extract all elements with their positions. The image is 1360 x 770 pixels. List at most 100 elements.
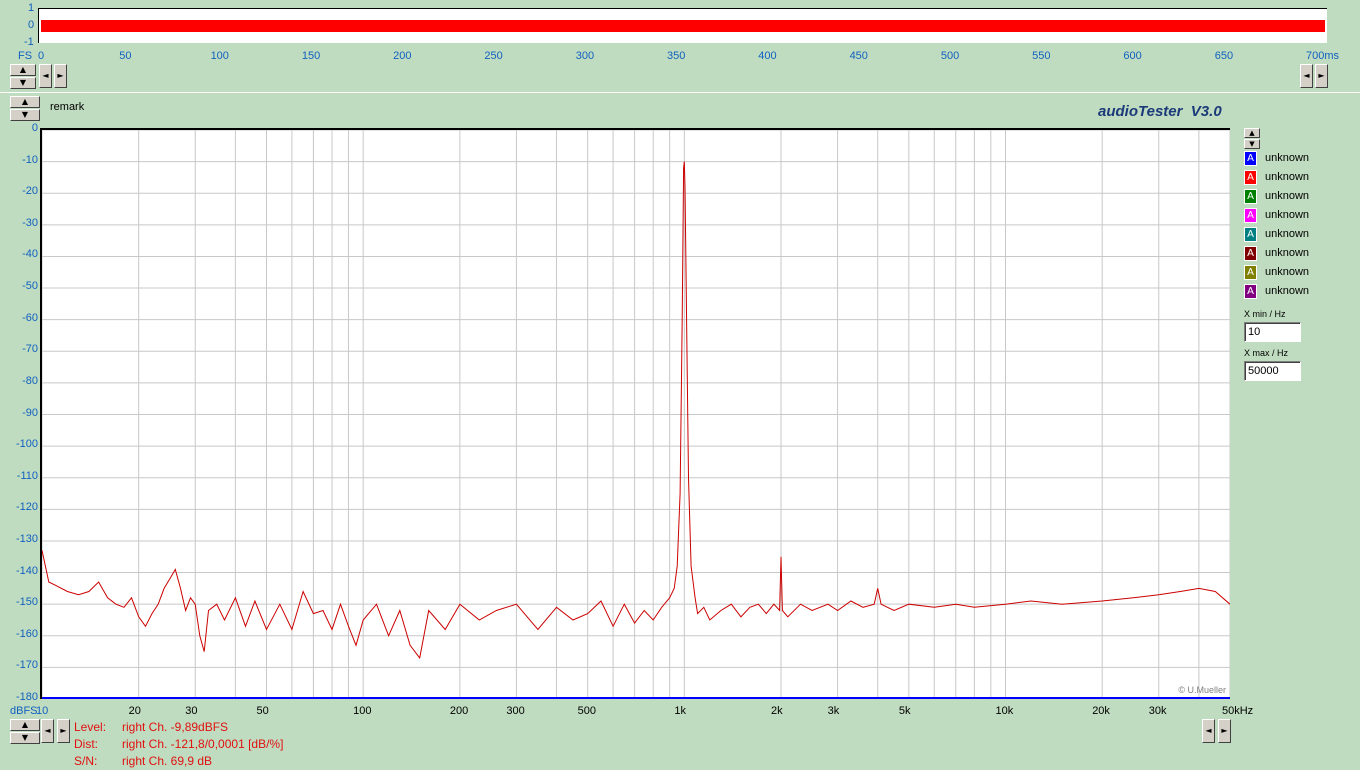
time-scale-down-button[interactable]: ▼ (10, 77, 36, 89)
sn-value: right Ch. 69,9 dB (122, 754, 213, 768)
app-title: audioTester V3.0 (1098, 103, 1222, 120)
xmax-label: X max / Hz (1244, 348, 1289, 358)
y-tick-label: -50 (22, 280, 38, 293)
time-x-tick-label: 0 (38, 50, 45, 62)
channel-color-icon[interactable]: A (1244, 208, 1257, 223)
time-scale-up-button[interactable]: ▲ (10, 64, 36, 76)
time-right-left-button[interactable]: ◄ (1300, 64, 1313, 88)
legend-item-label: unknown (1265, 190, 1310, 202)
channel-color-icon[interactable]: A (1244, 227, 1257, 242)
x-tick-label: 100 (353, 705, 372, 717)
dist-value: right Ch. -121,8/0,0001 [dB/%] (122, 737, 284, 751)
time-fs-label: FS (18, 50, 33, 62)
x-right-left-button[interactable]: ◄ (1202, 719, 1215, 743)
x-right-right-button[interactable]: ► (1218, 719, 1231, 743)
y-tick-label: -100 (15, 438, 38, 451)
time-x-tick-label: 200 (393, 50, 412, 62)
time-x-tick-label: 150 (301, 50, 321, 62)
time-scroll-left-button[interactable]: ◄ (39, 64, 52, 88)
x-tick-label: 10 (36, 705, 49, 717)
time-x-tick-label: 650 (1214, 50, 1234, 62)
level-value: right Ch. -9,89dBFS (122, 720, 229, 734)
time-scroll-right-button[interactable]: ► (54, 64, 67, 88)
watermark: © U.Mueller (1178, 685, 1226, 695)
channel-color-icon[interactable]: A (1244, 246, 1257, 261)
y-tick-label: -180 (15, 691, 38, 703)
chart-y-axis-name: dBFS (10, 705, 38, 717)
time-x-tick-label: 450 (849, 50, 868, 62)
chart-y-axis-labels: 0 -10 -20 -30 -40 -50 -60 -70 -80 -90 -100 -110 -120… (0, 0, 40, 770)
y-tick-label: -10 (22, 153, 38, 166)
legend-item-label: unknown (1265, 209, 1310, 221)
legend-item-label: unknown (1265, 152, 1310, 164)
time-x-tick-label: 500 (940, 50, 960, 62)
y-tick-label: -60 (22, 311, 38, 324)
x-tick-label: 50kHz (1222, 705, 1254, 717)
x-tick-label: 3k (827, 705, 840, 717)
time-x-axis: 0 50 100 150 200 250 300 350 400 450 500 550 600 650 7… (0, 50, 1360, 64)
waveform-signal (41, 20, 1325, 32)
x-tick-label: 500 (577, 705, 597, 717)
channel-color-icon[interactable]: A (1244, 284, 1257, 299)
y-tick-label: -140 (15, 564, 38, 577)
time-right-right-button[interactable]: ► (1315, 64, 1328, 88)
time-x-tick-label: 300 (575, 50, 595, 62)
x-tick-label: 5k (898, 705, 911, 717)
level-label: Level: (74, 720, 107, 734)
x-scroll-right-button[interactable]: ► (57, 719, 70, 743)
y-tick-label: -20 (22, 185, 38, 198)
y-tick-label: -170 (15, 659, 38, 672)
x-tick-label: 10k (995, 705, 1014, 717)
chart-x-axis-labels: 10 20 30 50 100 200 300 500 1k 2k 3k 5k 10k 20k 30k 50k… (0, 705, 1360, 719)
legend-up-button[interactable]: ▲ (1244, 128, 1260, 138)
time-y-label-1: 1 (28, 2, 35, 14)
legend-down-button[interactable]: ▼ (1244, 139, 1260, 149)
time-x-tick-label: 100 (210, 50, 229, 62)
sn-label: S/N: (74, 754, 98, 768)
legend-item-label: unknown (1265, 171, 1310, 183)
y-scale-down-button[interactable]: ▼ (10, 732, 40, 744)
spectrum-series-line (42, 161, 1230, 660)
remark-down-button[interactable]: ▼ (10, 109, 40, 121)
y-tick-label: -80 (22, 374, 38, 387)
channel-color-icon[interactable]: A (1244, 189, 1257, 204)
x-scroll-left-button[interactable]: ◄ (41, 719, 54, 743)
x-tick-label: 30k (1148, 705, 1167, 717)
y-tick-label: -150 (15, 596, 38, 609)
spectrum-svg (42, 130, 1230, 699)
waveform-panel (38, 8, 1327, 43)
y-tick-label: -90 (22, 406, 38, 419)
xmin-input[interactable] (1244, 322, 1301, 342)
legend-item-label: unknown (1265, 247, 1310, 259)
spectrum-plot: © U.Mueller (40, 128, 1230, 699)
separator-line (0, 92, 1360, 93)
remark-label: remark (50, 101, 85, 113)
xmax-input[interactable] (1244, 361, 1301, 381)
y-tick-label: -110 (16, 469, 38, 482)
y-tick-label: -30 (22, 216, 38, 229)
remark-up-button[interactable]: ▲ (10, 96, 40, 108)
time-x-tick-label: 50 (119, 50, 132, 62)
time-x-tick-label: 600 (1123, 50, 1142, 62)
channel-color-icon[interactable]: A (1244, 265, 1257, 280)
y-tick-label: 0 (31, 122, 38, 134)
y-scale-up-button[interactable]: ▲ (10, 719, 40, 731)
time-y-label-0: 0 (28, 19, 35, 31)
time-x-tick-label: 250 (484, 50, 503, 62)
y-tick-label: -130 (15, 532, 38, 545)
legend-item-label: unknown (1265, 228, 1310, 240)
y-tick-label: -120 (15, 501, 38, 514)
x-tick-label: 300 (506, 705, 525, 717)
channel-color-icon[interactable]: A (1244, 170, 1257, 185)
y-tick-label: -160 (15, 627, 38, 640)
time-y-label-minus1: -1 (24, 36, 34, 48)
time-x-tick-label: 400 (758, 50, 777, 62)
channel-color-icon[interactable]: A (1244, 151, 1257, 166)
xmin-label: X min / Hz (1244, 309, 1286, 319)
time-x-tick-label: 350 (667, 50, 686, 62)
time-x-tick-label: 550 (1032, 50, 1051, 62)
dist-label: Dist: (74, 737, 98, 751)
x-tick-label: 20k (1092, 705, 1110, 717)
time-x-tick-label: 700ms (1306, 50, 1340, 62)
y-tick-label: -70 (22, 343, 38, 356)
